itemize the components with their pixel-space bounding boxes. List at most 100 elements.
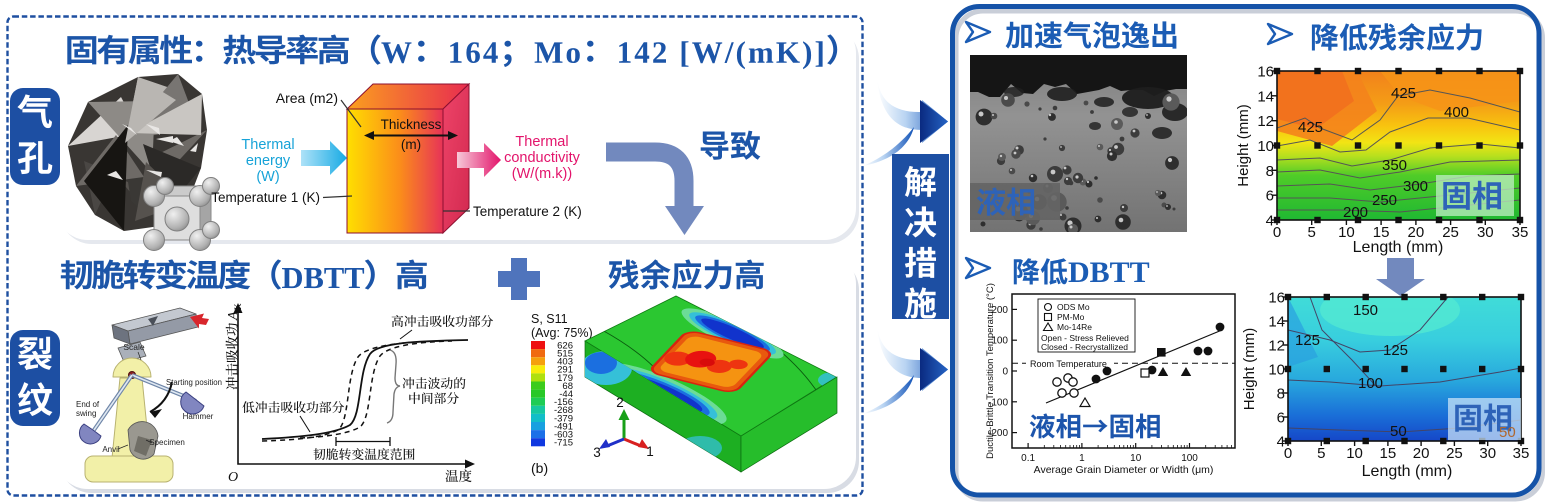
svg-text:ODS Mo: ODS Mo (1057, 302, 1090, 312)
svg-text:Length (mm): Length (mm) (1362, 463, 1453, 480)
svg-text:-156: -156 (554, 397, 573, 408)
svg-text:515: 515 (557, 349, 573, 360)
svg-text:-715: -715 (554, 438, 573, 449)
svg-text:20: 20 (1413, 445, 1430, 462)
svg-text:30: 30 (1477, 224, 1494, 241)
svg-text:300: 300 (1403, 178, 1428, 195)
svg-text:20: 20 (1408, 224, 1425, 241)
svg-text:4: 4 (1277, 434, 1285, 451)
svg-text:50: 50 (1390, 423, 1407, 440)
svg-text:Height (mm): Height (mm) (1235, 104, 1252, 187)
svg-text:Area (m2): Area (m2) (276, 90, 338, 106)
svg-text:3: 3 (593, 445, 601, 460)
svg-text:Average Grain Diameter or Widt: Average Grain Diameter or Width (μm) (1034, 464, 1214, 476)
svg-text:350: 350 (1382, 157, 1407, 174)
svg-text:15: 15 (1380, 445, 1397, 462)
svg-text:-44: -44 (559, 389, 573, 400)
svg-text:10: 10 (1257, 138, 1274, 155)
svg-text:6: 6 (1277, 410, 1285, 427)
svg-text:-100: -100 (988, 397, 1008, 408)
svg-text:25: 25 (1446, 445, 1463, 462)
svg-text:Length (mm): Length (mm) (1353, 239, 1444, 256)
svg-text:100: 100 (1358, 375, 1383, 392)
svg-text:0: 0 (1273, 224, 1281, 241)
svg-text:100: 100 (1181, 453, 1198, 464)
svg-text:0.1: 0.1 (1021, 453, 1035, 464)
svg-text:PM-Mo: PM-Mo (1057, 312, 1085, 322)
svg-text:6: 6 (1266, 188, 1274, 205)
svg-text:35: 35 (1513, 445, 1530, 462)
svg-text:(b): (b) (531, 460, 548, 476)
svg-text:425: 425 (1391, 85, 1416, 102)
svg-text:16: 16 (1268, 290, 1285, 307)
svg-text:(W/(m.k)): (W/(m.k)) (512, 166, 572, 182)
svg-text:K: K (233, 303, 243, 310)
svg-text:425: 425 (1298, 119, 1323, 136)
svg-text:8: 8 (1277, 386, 1285, 403)
svg-text:8: 8 (1266, 163, 1274, 180)
svg-text:200: 200 (1343, 204, 1368, 221)
svg-text:0: 0 (1002, 367, 1008, 378)
svg-text:12: 12 (1268, 338, 1285, 355)
svg-text:-603: -603 (554, 430, 573, 441)
svg-text:Temperature 2 (K): Temperature 2 (K) (473, 204, 582, 219)
svg-text:150: 150 (1353, 302, 1378, 319)
svg-text:5: 5 (1317, 445, 1325, 462)
svg-text:Thermal: Thermal (515, 134, 568, 150)
svg-text:Room Temperature: Room Temperature (1030, 359, 1107, 369)
svg-text:14: 14 (1257, 88, 1274, 105)
svg-text:100: 100 (991, 336, 1008, 347)
svg-text:Hammer: Hammer (183, 412, 214, 421)
svg-text:35: 35 (1512, 224, 1529, 241)
svg-text:-491: -491 (554, 421, 573, 432)
svg-text:403: 403 (557, 357, 573, 368)
svg-text:5: 5 (1308, 224, 1316, 241)
svg-text:A: A (226, 311, 241, 321)
svg-text:50: 50 (1499, 424, 1516, 441)
svg-text:(Avg: 75%): (Avg: 75%) (531, 326, 593, 340)
svg-text:14: 14 (1268, 314, 1285, 331)
svg-text:DBTT: DBTT (1068, 256, 1150, 289)
svg-text:626: 626 (557, 340, 573, 351)
svg-text:Temperature 1 (K): Temperature 1 (K) (211, 190, 320, 205)
svg-text:Ductile-Brittle Transition Tem: Ductile-Brittle Transition Temperature (… (985, 283, 996, 459)
svg-text:-268: -268 (554, 405, 573, 416)
svg-text:Starting position: Starting position (166, 378, 222, 387)
svg-text:Height (mm): Height (mm) (1241, 328, 1258, 411)
svg-text:Thermal: Thermal (241, 137, 294, 153)
svg-text:16: 16 (1257, 64, 1274, 81)
svg-text:conductivity: conductivity (504, 150, 581, 166)
svg-text:1: 1 (646, 444, 654, 459)
svg-text:Closed - Recrystallized: Closed - Recrystallized (1041, 342, 1128, 352)
svg-text:Open - Stress Relieved: Open - Stress Relieved (1041, 333, 1129, 343)
svg-text:Thickness: Thickness (381, 117, 442, 132)
svg-text:10: 10 (1130, 453, 1142, 464)
svg-text:15: 15 (1373, 224, 1390, 241)
svg-text:swing: swing (76, 409, 96, 418)
svg-text:68: 68 (562, 381, 573, 392)
svg-text:30: 30 (1479, 445, 1496, 462)
svg-text:-379: -379 (554, 413, 573, 424)
svg-text:(W): (W) (256, 169, 279, 185)
svg-text:10: 10 (1268, 362, 1285, 379)
svg-text:179: 179 (557, 373, 573, 384)
svg-text:Scale: Scale (123, 342, 145, 352)
svg-text:2: 2 (616, 395, 624, 410)
svg-text:291: 291 (557, 365, 573, 376)
svg-text:125: 125 (1295, 332, 1320, 349)
svg-text:O: O (228, 470, 238, 485)
svg-text:energy: energy (246, 153, 291, 169)
svg-text:1: 1 (1079, 453, 1085, 464)
svg-text:125: 125 (1383, 342, 1408, 359)
svg-text:10: 10 (1338, 224, 1355, 241)
svg-text:Specimen: Specimen (149, 438, 185, 447)
svg-text:Anvil: Anvil (102, 445, 120, 454)
svg-text:End of: End of (76, 400, 100, 409)
svg-text:4: 4 (1266, 213, 1274, 230)
svg-text:0: 0 (1284, 445, 1292, 462)
svg-text:250: 250 (1372, 192, 1397, 209)
svg-text:10: 10 (1346, 445, 1363, 462)
svg-text:12: 12 (1257, 113, 1274, 130)
svg-text:200: 200 (991, 305, 1008, 316)
svg-text:(m): (m) (401, 137, 421, 152)
